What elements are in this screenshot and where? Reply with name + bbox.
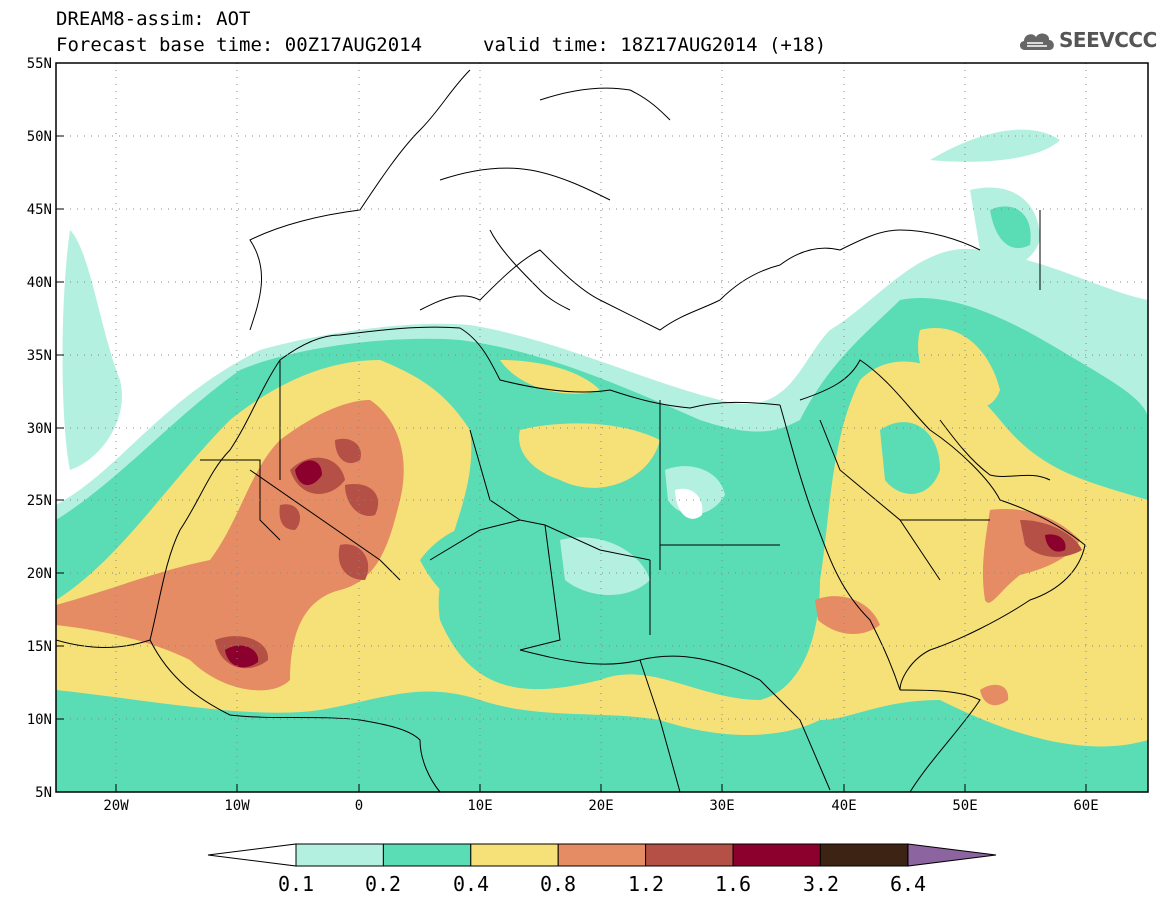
lat-labels: 55N 50N 45N 40N 35N 30N 25N 20N 15N 10N …: [27, 56, 52, 801]
lat-label: 40N: [27, 275, 52, 291]
lat-label: 20N: [27, 566, 52, 582]
graticule: [56, 63, 1148, 792]
colorbar-cell: [295, 843, 384, 867]
lat-label: 45N: [27, 202, 52, 218]
lon-label: 50E: [952, 798, 977, 814]
lat-label: 30N: [27, 421, 52, 437]
coastlines: [56, 69, 1086, 792]
colorbar: 0.1 0.2 0.4 0.8 1.2 1.6 3.2 6.4: [207, 843, 997, 896]
colorbar-labels: 0.1 0.2 0.4 0.8 1.2 1.6 3.2 6.4: [278, 872, 926, 896]
colorbar-label: 6.4: [890, 872, 926, 896]
colorbar-cell: [382, 843, 472, 867]
colorbar-label: 3.2: [803, 872, 839, 896]
forecast-base-time: Forecast base time: 00Z17AUG2014: [56, 34, 423, 56]
aot-clear-inner: [675, 488, 703, 519]
map-title: DREAM8-assim: AOT: [56, 8, 251, 30]
lon-label: 10E: [467, 798, 492, 814]
seevccc-logo: SEEVCCC: [1017, 24, 1157, 58]
colorbar-cells: [295, 843, 909, 867]
lat-label: 55N: [27, 56, 52, 72]
colorbar-cell: [557, 843, 647, 867]
colorbar-cell: [819, 843, 909, 867]
colorbar-cell: [470, 843, 559, 867]
lat-label: 25N: [27, 493, 52, 509]
lat-label: 15N: [27, 639, 52, 655]
lat-label: 50N: [27, 129, 52, 145]
lon-label: 20E: [588, 798, 613, 814]
colorbar-label: 1.2: [628, 872, 664, 896]
lon-label: 40E: [831, 798, 856, 814]
colorbar-under-triangle: [207, 843, 297, 867]
lon-label: 10W: [224, 798, 250, 814]
lat-label: 5N: [35, 785, 52, 801]
cloud-icon: [1019, 33, 1054, 50]
colorbar-over-triangle: [907, 843, 997, 867]
lat-label: 10N: [27, 712, 52, 728]
colorbar-cell: [732, 843, 821, 867]
logo-text: SEEVCCC: [1059, 28, 1157, 52]
lon-labels: 20W 10W 0 10E 20E 30E 40E 50E 60E: [103, 798, 1098, 814]
lon-label: 30E: [709, 798, 734, 814]
tick-marks: [56, 135, 1087, 792]
aot-band-1-6: [225, 460, 1066, 668]
lat-label: 35N: [27, 348, 52, 364]
colorbar-cell: [645, 843, 734, 867]
lon-label: 20W: [103, 798, 129, 814]
colorbar-label: 0.1: [278, 872, 314, 896]
valid-time: valid time: 18Z17AUG2014 (+18): [483, 34, 827, 56]
colorbar-label: 0.2: [365, 872, 401, 896]
lon-label: 60E: [1073, 798, 1098, 814]
colorbar-label: 0.4: [453, 872, 489, 896]
lon-label: 0: [355, 798, 363, 814]
colorbar-label: 0.8: [540, 872, 576, 896]
aot-field: [56, 63, 1148, 792]
colorbar-label: 1.6: [715, 872, 751, 896]
